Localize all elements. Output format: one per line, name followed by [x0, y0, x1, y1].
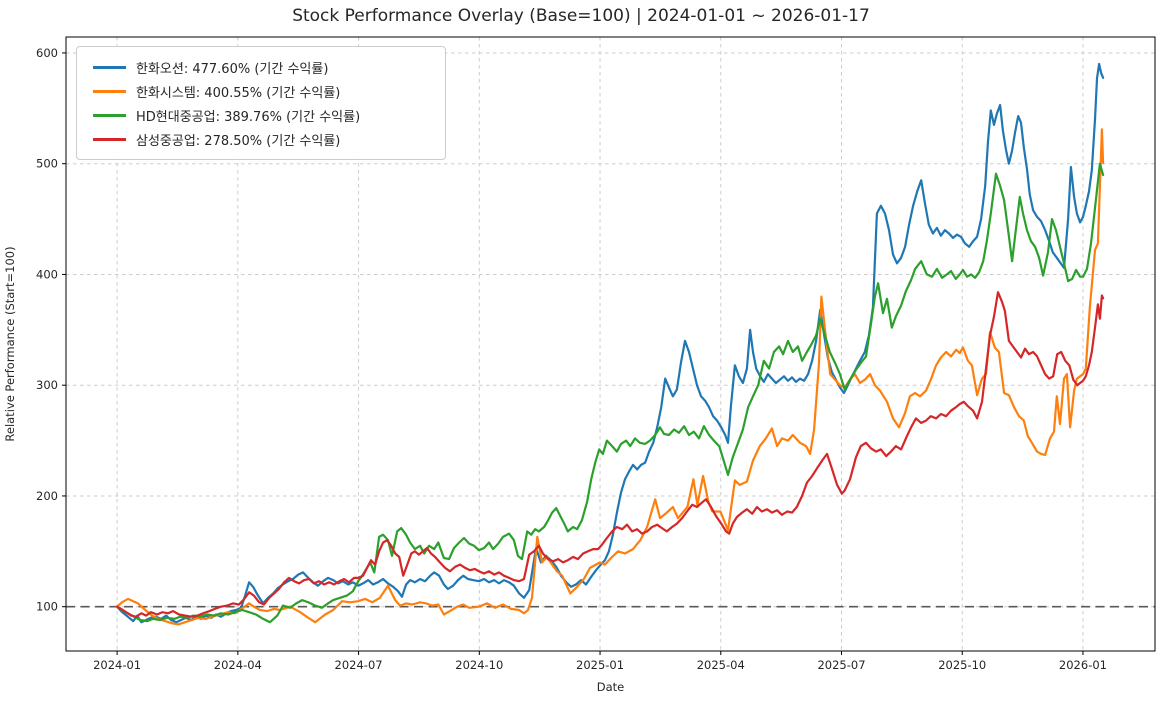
- legend-item-2: HD현대중공업: 389.76% (기간 수익률): [85, 103, 435, 127]
- legend-item-1: 한화시스템: 400.55% (기간 수익률): [85, 79, 435, 103]
- legend-label: 한화오션: 477.60% (기간 수익률): [136, 61, 329, 77]
- y-tick-label: 100: [36, 600, 58, 614]
- series-line-2: [115, 162, 1105, 624]
- x-tick-label: 2025-10: [938, 658, 986, 672]
- chart-title: Stock Performance Overlay (Base=100) | 2…: [292, 6, 870, 26]
- x-axis-label: Date: [596, 680, 625, 694]
- x-tick-label: 2024-01: [93, 658, 141, 672]
- legend-line-swatch: [93, 113, 126, 117]
- x-tick-label: 2024-07: [335, 658, 383, 672]
- y-tick-label: 200: [36, 489, 58, 503]
- legend-item-3: 삼성중공업: 278.50% (기간 수익률): [85, 127, 435, 151]
- x-tick-label: 2025-07: [817, 658, 865, 672]
- x-tick-label: 2024-04: [214, 658, 262, 672]
- legend-item-0: 한화오션: 477.60% (기간 수익률): [85, 55, 435, 79]
- y-tick-label: 400: [36, 267, 58, 281]
- plot-border: [65, 36, 1156, 652]
- y-axis-label: Relative Performance (Start=100): [3, 246, 17, 442]
- y-tick-label: 300: [36, 378, 58, 392]
- series-line-1: [115, 128, 1105, 626]
- legend-label: HD현대중공업: 389.76% (기간 수익률): [136, 109, 361, 125]
- legend-line-swatch: [93, 65, 126, 69]
- legend-line-swatch: [93, 137, 126, 141]
- legend: 한화오션: 477.60% (기간 수익률) 한화시스템: 400.55% (기간…: [76, 46, 446, 160]
- legend-line-swatch: [93, 89, 126, 93]
- y-tick-label: 600: [36, 46, 58, 60]
- series-line-3: [115, 291, 1105, 618]
- x-tick-label: 2025-04: [697, 658, 745, 672]
- legend-label: 한화시스템: 400.55% (기간 수익률): [136, 85, 341, 101]
- legend-label: 삼성중공업: 278.50% (기간 수익률): [136, 133, 341, 149]
- series-line-0: [115, 62, 1105, 624]
- x-tick-label: 2025-01: [576, 658, 624, 672]
- x-tick-label: 2024-10: [455, 658, 503, 672]
- y-tick-label: 500: [36, 157, 58, 171]
- x-tick-label: 2026-01: [1059, 658, 1107, 672]
